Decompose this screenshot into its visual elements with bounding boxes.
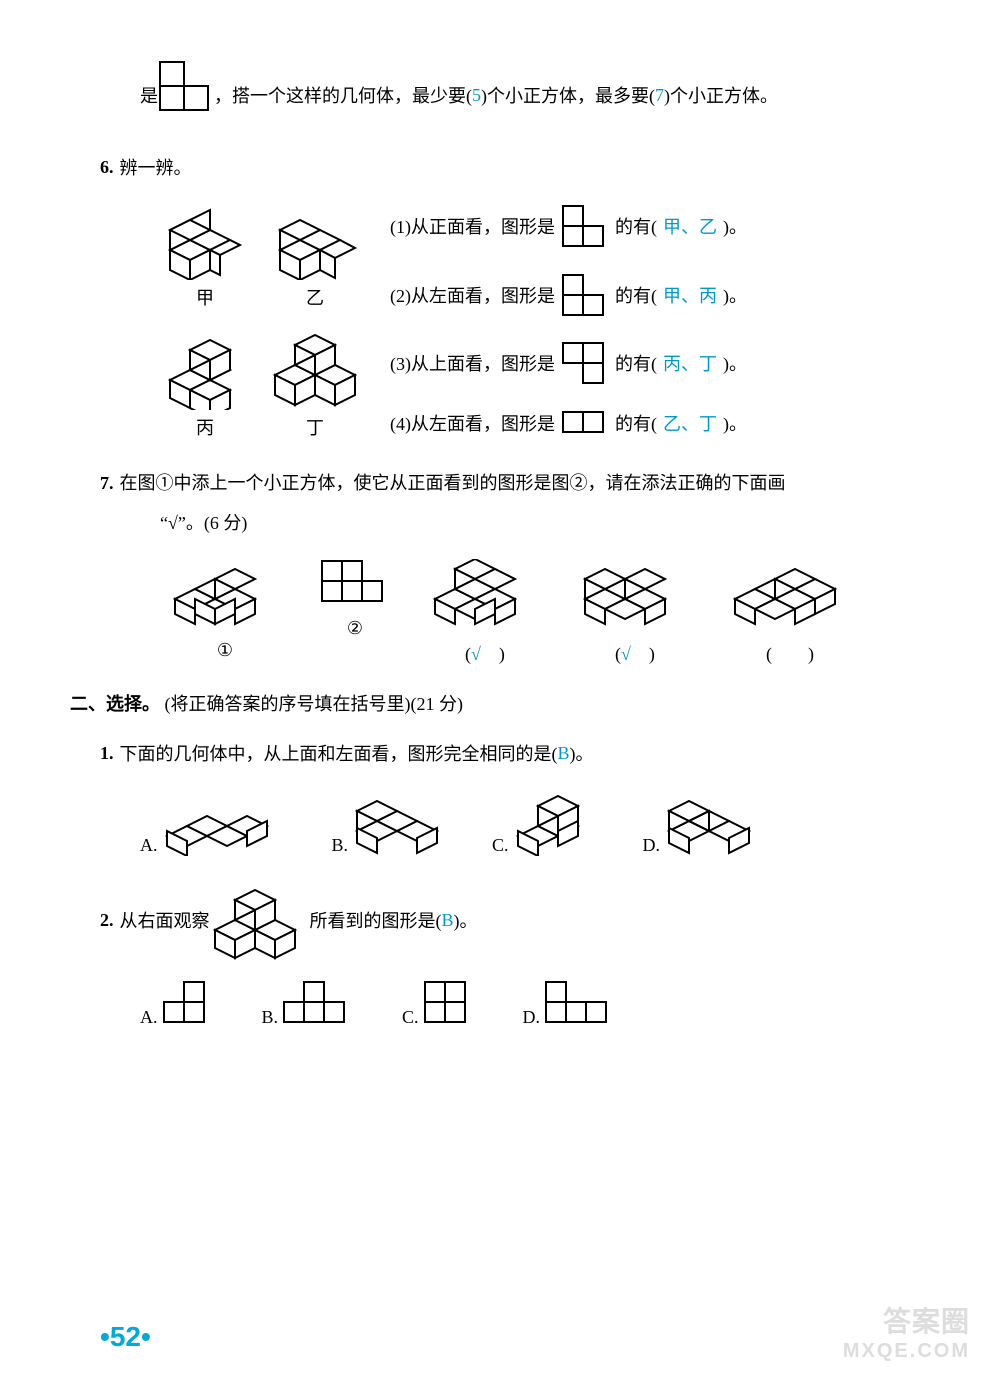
watermark-line2: MXQE.COM bbox=[843, 1340, 970, 1363]
q6-3-pre: (3)从上面看，图形是 bbox=[390, 350, 555, 376]
watermark: 答案圈 MXQE.COM bbox=[843, 1300, 970, 1363]
q7-ansB: √ bbox=[621, 644, 631, 664]
q6-1-ans: 甲、乙 bbox=[663, 213, 717, 239]
q5-end: )个小正方体。 bbox=[664, 82, 778, 108]
q5-ans1: 5 bbox=[472, 85, 481, 106]
q6-2-end: )。 bbox=[723, 282, 747, 308]
q7-optA-icon bbox=[430, 559, 540, 629]
s2q1-A-icon bbox=[162, 806, 282, 856]
s2q1-B-icon bbox=[352, 791, 442, 856]
q7-shape1-icon bbox=[170, 559, 280, 629]
watermark-line1: 答案圈 bbox=[843, 1300, 970, 1340]
q6-1-post: 的有( bbox=[615, 213, 657, 239]
q5-shape-icon bbox=[158, 60, 214, 130]
s2q1-num: 1. bbox=[100, 743, 114, 764]
q5-mid2: )个小正方体，最多要( bbox=[481, 82, 655, 108]
s2q1-ans: B bbox=[558, 743, 570, 764]
s2q2-A-label: A. bbox=[140, 1007, 158, 1028]
q6-label-jia: 甲 bbox=[160, 284, 250, 310]
q7-shape2-icon bbox=[320, 559, 390, 607]
q7-text1: 在图①中添上一个小正方体，使它从正面看到的图形是图②，请在添法正确的下面画 bbox=[120, 464, 786, 504]
s2q2-D-icon bbox=[544, 980, 614, 1028]
q6-2-ans: 甲、丙 bbox=[663, 282, 717, 308]
sec2-desc: (将正确答案的序号填在括号里)(21 分) bbox=[165, 694, 463, 714]
q6-label-ding: 丁 bbox=[270, 414, 360, 440]
q7-ansA: √ bbox=[471, 644, 481, 664]
sec2-label: 二、选择。 bbox=[70, 694, 160, 714]
page-number: •52• bbox=[100, 1321, 151, 1353]
s2q1-C-icon bbox=[513, 786, 593, 856]
q6-2-view-icon bbox=[561, 273, 609, 317]
s2q2-shape-icon bbox=[210, 880, 310, 960]
s2q1-C-label: C. bbox=[492, 835, 509, 856]
q6-2-post: 的有( bbox=[615, 282, 657, 308]
s2q2-end: )。 bbox=[454, 907, 478, 933]
q6-label-bing: 丙 bbox=[160, 414, 250, 440]
q6-shape-yi-icon bbox=[270, 200, 360, 280]
q6-num: 6. bbox=[100, 157, 114, 178]
q7-optB-icon bbox=[580, 559, 690, 629]
s2q2-D-label: D. bbox=[523, 1007, 541, 1028]
q5-mid1: ，搭一个这样的几何体，最少要( bbox=[214, 82, 472, 108]
q7-label1: ① bbox=[170, 640, 280, 661]
q6-4-post: 的有( bbox=[615, 410, 657, 436]
q5-pre: 是 bbox=[140, 82, 158, 108]
q6-4-end: )。 bbox=[723, 410, 747, 436]
s2q1-D-label: D. bbox=[643, 835, 661, 856]
q6-1-pre: (1)从正面看，图形是 bbox=[390, 213, 555, 239]
s2q2-pre: 从右面观察 bbox=[120, 907, 210, 933]
q6-2-pre: (2)从左面看，图形是 bbox=[390, 282, 555, 308]
q6-title: 辨一辨。 bbox=[120, 154, 192, 180]
s2q2-num: 2. bbox=[100, 910, 114, 931]
q6-shape-ding-icon bbox=[270, 330, 360, 410]
q6-3-ans: 丙、丁 bbox=[663, 350, 717, 376]
s2q1-D-icon bbox=[664, 791, 754, 856]
q7-optC-icon bbox=[730, 559, 850, 629]
s2q1-end: )。 bbox=[570, 740, 594, 766]
q6-shape-jia-icon bbox=[160, 200, 250, 280]
q6-3-view-icon bbox=[561, 341, 609, 385]
q5-ans2: 7 bbox=[655, 85, 664, 106]
q7-label2: ② bbox=[320, 618, 390, 639]
q6-4-view-icon bbox=[561, 410, 609, 436]
s2q2-post: 所看到的图形是( bbox=[310, 907, 442, 933]
q6-label-yi: 乙 bbox=[270, 284, 360, 310]
s2q2-C-label: C. bbox=[402, 1007, 419, 1028]
s2q2-ans: B bbox=[442, 910, 454, 931]
s2q1-text: 下面的几何体中，从上面和左面看，图形完全相同的是( bbox=[120, 740, 558, 766]
s2q1-A-label: A. bbox=[140, 835, 158, 856]
s2q1-B-label: B. bbox=[332, 835, 349, 856]
s2q2-B-icon bbox=[282, 980, 352, 1028]
q7-text2: “√”。(6 分) bbox=[160, 513, 247, 533]
q7-num: 7. bbox=[100, 464, 114, 504]
q6-1-end: )。 bbox=[723, 213, 747, 239]
s2q2-C-icon bbox=[423, 980, 473, 1028]
q6-1-view-icon bbox=[561, 204, 609, 248]
s2q2-B-label: B. bbox=[262, 1007, 279, 1028]
q6-3-end: )。 bbox=[723, 350, 747, 376]
s2q2-A-icon bbox=[162, 980, 212, 1028]
q6-4-pre: (4)从左面看，图形是 bbox=[390, 410, 555, 436]
q6-3-post: 的有( bbox=[615, 350, 657, 376]
q6-4-ans: 乙、丁 bbox=[663, 410, 717, 436]
q6-shape-bing-icon bbox=[160, 330, 250, 410]
